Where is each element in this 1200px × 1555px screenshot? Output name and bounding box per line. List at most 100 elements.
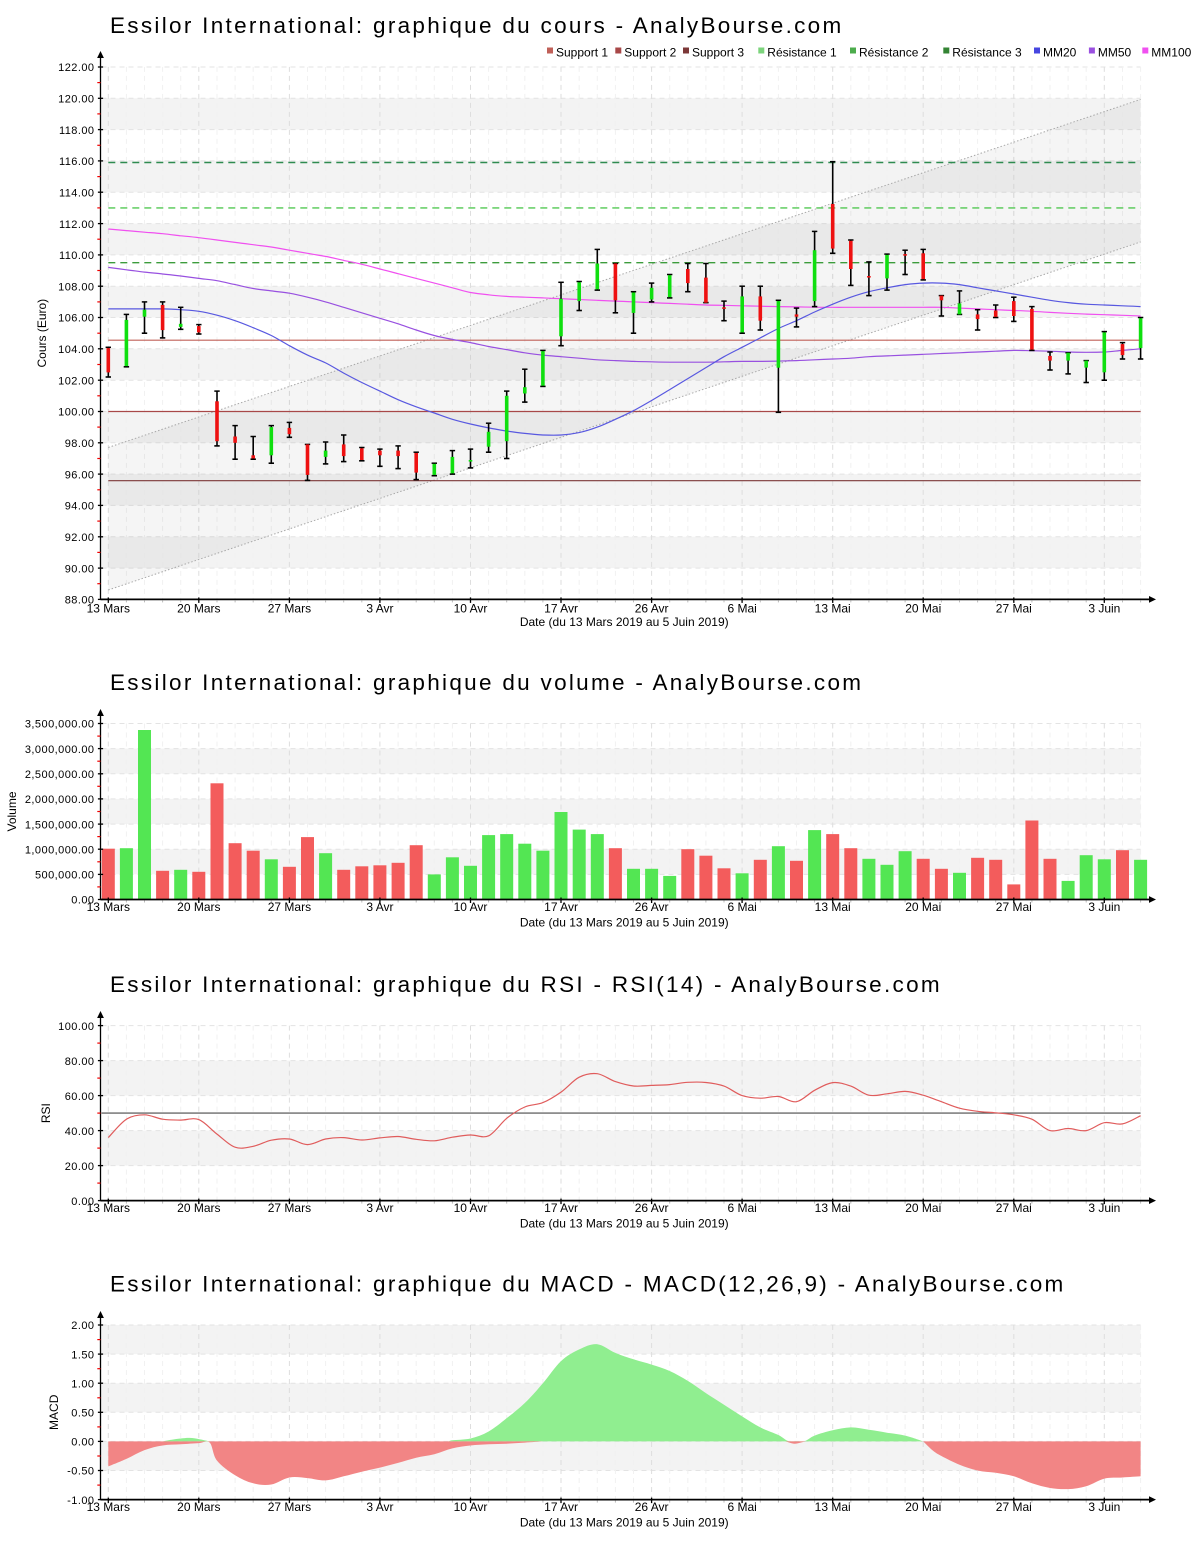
svg-text:6 Mai: 6 Mai	[727, 900, 756, 914]
svg-text:Date (du 13 Mars 2019 au 5 Jui: Date (du 13 Mars 2019 au 5 Juin 2019)	[520, 916, 729, 930]
svg-text:-0.50: -0.50	[67, 1466, 94, 1478]
svg-text:Date (du 13 Mars 2019 au 5 Jui: Date (du 13 Mars 2019 au 5 Juin 2019)	[520, 1516, 729, 1530]
svg-text:3 Juin: 3 Juin	[1088, 1500, 1120, 1514]
svg-text:27 Mars: 27 Mars	[268, 1500, 311, 1514]
svg-text:3 Juin: 3 Juin	[1088, 1201, 1120, 1215]
svg-text:Cours (Euro): Cours (Euro)	[35, 299, 49, 368]
svg-text:0.00: 0.00	[71, 895, 94, 907]
svg-text:3 Avr: 3 Avr	[366, 900, 393, 914]
svg-text:13 Mai: 13 Mai	[815, 1201, 851, 1215]
svg-text:20 Mars: 20 Mars	[177, 601, 220, 615]
svg-text:40.00: 40.00	[65, 1126, 95, 1138]
svg-text:26 Avr: 26 Avr	[635, 1201, 669, 1215]
svg-text:3,500,000.00: 3,500,000.00	[25, 719, 95, 731]
svg-text:120.00: 120.00	[58, 93, 94, 105]
svg-text:20 Mai: 20 Mai	[905, 1201, 941, 1215]
svg-text:Résistance 2: Résistance 2	[859, 45, 929, 59]
svg-text:100.00: 100.00	[58, 407, 94, 419]
svg-text:1,000,000.00: 1,000,000.00	[25, 844, 95, 856]
svg-text:122.00: 122.00	[58, 62, 94, 74]
svg-text:2,500,000.00: 2,500,000.00	[25, 769, 95, 781]
svg-text:0.00: 0.00	[71, 1437, 94, 1449]
svg-text:Date (du 13 Mars 2019 au 5 Jui: Date (du 13 Mars 2019 au 5 Juin 2019)	[520, 615, 729, 629]
svg-text:6 Mai: 6 Mai	[727, 1201, 756, 1215]
svg-text:1.50: 1.50	[71, 1349, 94, 1361]
svg-text:13 Mai: 13 Mai	[815, 1500, 851, 1514]
svg-text:20 Mars: 20 Mars	[177, 1201, 220, 1215]
svg-text:20 Mai: 20 Mai	[905, 1500, 941, 1514]
svg-text:10 Avr: 10 Avr	[454, 601, 488, 615]
svg-text:17 Avr: 17 Avr	[544, 601, 578, 615]
svg-text:0.00: 0.00	[71, 1196, 94, 1208]
svg-text:Essilor International: graphiq: Essilor International: graphique du cour…	[110, 13, 844, 38]
svg-text:112.00: 112.00	[59, 219, 95, 231]
svg-text:3,000,000.00: 3,000,000.00	[25, 744, 95, 756]
svg-text:6 Mai: 6 Mai	[727, 601, 756, 615]
svg-text:Essilor International: graphiq: Essilor International: graphique du MACD…	[110, 1272, 1066, 1297]
svg-text:500,000.00: 500,000.00	[35, 870, 95, 882]
svg-text:Essilor International: graphiq: Essilor International: graphique du RSI …	[110, 972, 942, 997]
svg-text:114.00: 114.00	[59, 187, 95, 199]
svg-text:106.00: 106.00	[58, 313, 94, 325]
svg-text:20 Mars: 20 Mars	[177, 900, 220, 914]
svg-text:2,000,000.00: 2,000,000.00	[25, 794, 95, 806]
svg-text:Résistance 3: Résistance 3	[952, 45, 1022, 59]
svg-text:27 Mai: 27 Mai	[996, 601, 1032, 615]
svg-text:3 Juin: 3 Juin	[1088, 601, 1120, 615]
svg-text:17 Avr: 17 Avr	[544, 1500, 578, 1514]
svg-text:26 Avr: 26 Avr	[635, 601, 669, 615]
svg-text:60.00: 60.00	[65, 1091, 95, 1103]
svg-text:104.00: 104.00	[58, 344, 94, 356]
svg-text:1,500,000.00: 1,500,000.00	[25, 819, 95, 831]
svg-text:88.00: 88.00	[65, 595, 95, 607]
svg-text:Résistance 1: Résistance 1	[767, 45, 837, 59]
svg-text:0.50: 0.50	[71, 1408, 94, 1420]
svg-text:13 Mai: 13 Mai	[815, 900, 851, 914]
svg-text:3 Juin: 3 Juin	[1088, 900, 1120, 914]
svg-text:Support 3: Support 3	[692, 45, 744, 59]
svg-text:3 Avr: 3 Avr	[366, 1201, 393, 1215]
svg-text:MM100: MM100	[1151, 45, 1191, 59]
svg-text:27 Mai: 27 Mai	[996, 900, 1032, 914]
svg-text:27 Mars: 27 Mars	[268, 601, 311, 615]
svg-text:108.00: 108.00	[58, 281, 94, 293]
svg-text:27 Mars: 27 Mars	[268, 1201, 311, 1215]
svg-text:13 Mars: 13 Mars	[87, 900, 130, 914]
svg-text:110.00: 110.00	[59, 250, 95, 262]
svg-text:118.00: 118.00	[59, 125, 95, 137]
svg-text:20 Mars: 20 Mars	[177, 1500, 220, 1514]
svg-text:102.00: 102.00	[58, 375, 94, 387]
svg-text:Volume: Volume	[5, 791, 19, 831]
svg-text:20.00: 20.00	[65, 1161, 95, 1173]
svg-text:26 Avr: 26 Avr	[635, 900, 669, 914]
svg-text:17 Avr: 17 Avr	[544, 900, 578, 914]
svg-text:-1.00: -1.00	[67, 1495, 94, 1507]
svg-text:MM20: MM20	[1043, 45, 1077, 59]
svg-text:10 Avr: 10 Avr	[454, 1201, 488, 1215]
svg-text:80.00: 80.00	[65, 1056, 95, 1068]
svg-text:Date (du 13 Mars 2019 au 5 Jui: Date (du 13 Mars 2019 au 5 Juin 2019)	[520, 1217, 729, 1231]
svg-text:2.00: 2.00	[71, 1320, 94, 1332]
svg-text:27 Mai: 27 Mai	[996, 1500, 1032, 1514]
svg-text:6 Mai: 6 Mai	[727, 1500, 756, 1514]
svg-text:13 Mars: 13 Mars	[87, 1500, 130, 1514]
svg-text:100.00: 100.00	[58, 1021, 94, 1033]
svg-text:13 Mars: 13 Mars	[87, 601, 130, 615]
svg-text:98.00: 98.00	[65, 438, 95, 450]
svg-text:94.00: 94.00	[65, 501, 95, 513]
svg-text:96.00: 96.00	[65, 469, 95, 481]
svg-text:13 Mai: 13 Mai	[815, 601, 851, 615]
svg-text:20 Mai: 20 Mai	[905, 900, 941, 914]
svg-text:10 Avr: 10 Avr	[454, 1500, 488, 1514]
svg-text:10 Avr: 10 Avr	[454, 900, 488, 914]
svg-text:116.00: 116.00	[59, 156, 95, 168]
svg-text:92.00: 92.00	[65, 532, 95, 544]
svg-text:3 Avr: 3 Avr	[366, 1500, 393, 1514]
svg-text:27 Mars: 27 Mars	[268, 900, 311, 914]
svg-text:20 Mai: 20 Mai	[905, 601, 941, 615]
svg-text:90.00: 90.00	[65, 563, 95, 575]
svg-text:Support 2: Support 2	[624, 45, 676, 59]
svg-text:3 Avr: 3 Avr	[366, 601, 393, 615]
svg-text:Essilor International: graphiq: Essilor International: graphique du volu…	[110, 670, 863, 695]
svg-text:MACD: MACD	[47, 1394, 61, 1430]
